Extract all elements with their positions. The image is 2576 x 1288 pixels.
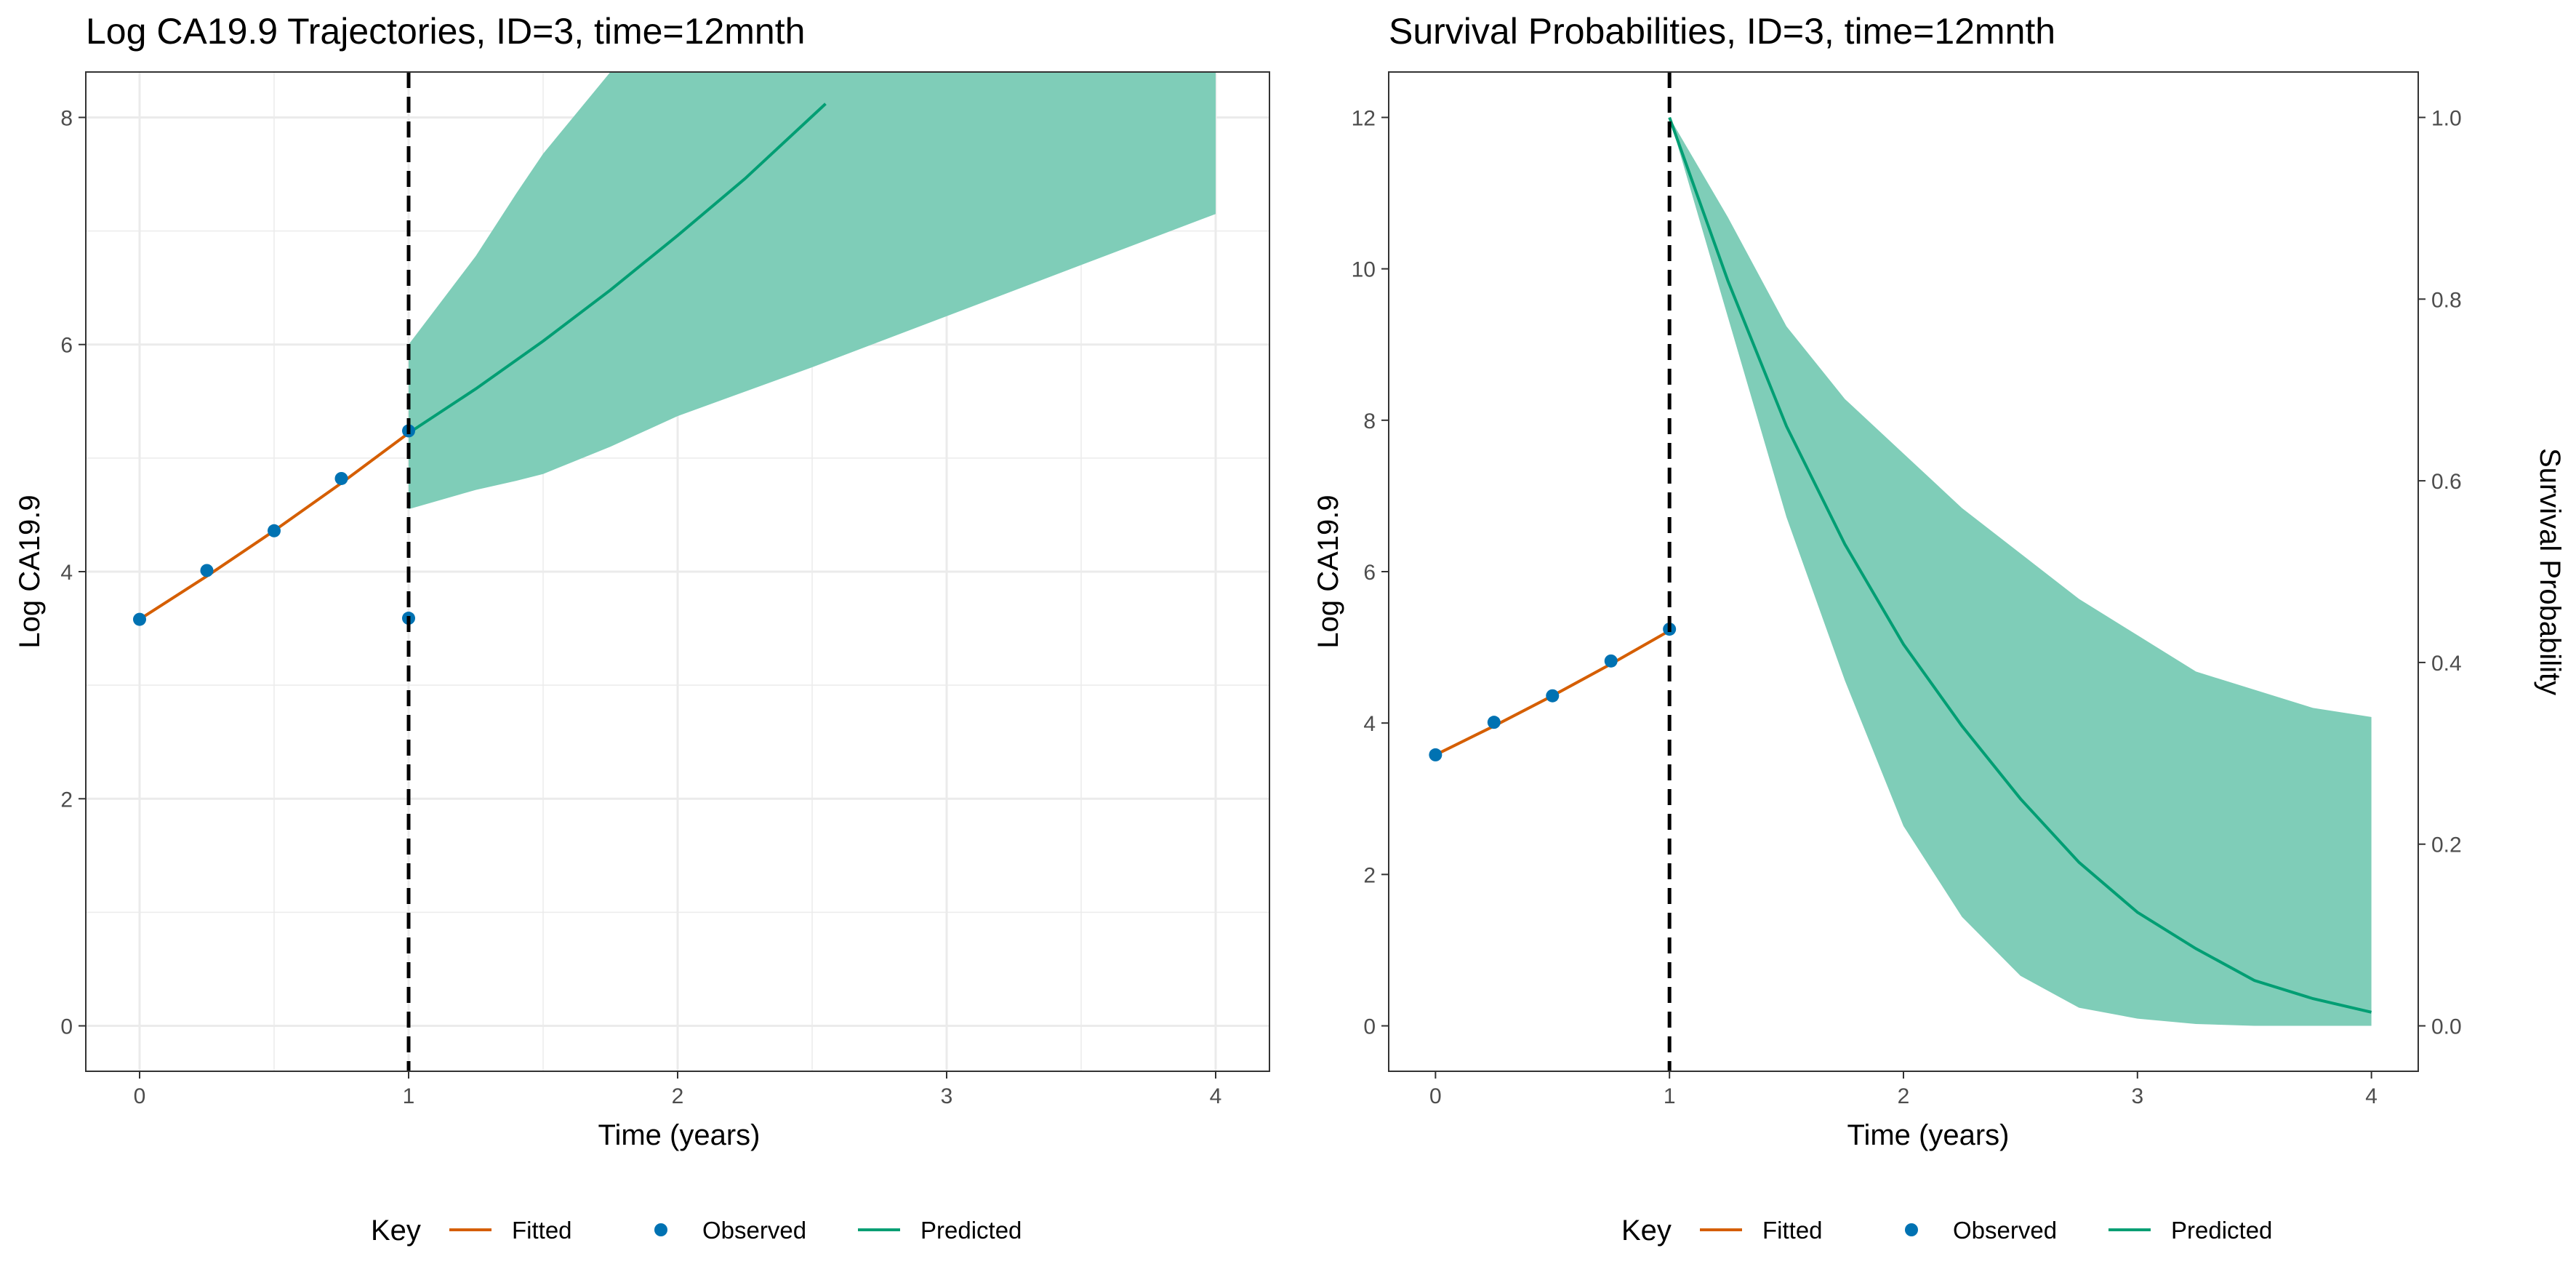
panel2-y-tick-label: 2 — [1363, 863, 1376, 887]
legend-panel2: Key Fitted Observed Predicted — [1621, 1215, 2272, 1247]
panel1-x-tick-label: 1 — [403, 1084, 415, 1108]
panel2-observed-point — [1604, 654, 1618, 668]
panel1-y-tick-label: 4 — [60, 561, 73, 585]
panel1-x-tick-label: 4 — [1210, 1084, 1222, 1108]
panel2-y-tick-label: 0 — [1363, 1015, 1376, 1039]
panel1-observed-point — [133, 612, 146, 626]
panel2-x-axis-title: Time (years) — [1847, 1119, 2010, 1151]
panel2-y-tick-label: 6 — [1363, 561, 1376, 585]
panel2-x-tick-label: 2 — [1898, 1084, 1910, 1108]
panel2-y-tick-label: 12 — [1352, 106, 1376, 130]
legend-observed-label: Observed — [702, 1217, 806, 1244]
panel2-x-tick-label: 4 — [2365, 1084, 2378, 1108]
legend-title: Key — [371, 1215, 421, 1247]
panel2-y-tick-label: 8 — [1363, 409, 1376, 433]
panel1-predicted-ribbon — [409, 72, 1216, 510]
legend-fitted-label: Fitted — [512, 1217, 572, 1244]
panel1-y-tick-label: 8 — [60, 106, 73, 130]
panel1-predicted-line — [407, 103, 827, 435]
panel1-observed-point — [200, 564, 214, 577]
panel2-title: Survival Probabilities, ID=3, time=12mnt… — [1389, 11, 2055, 52]
panel-survival: Survival Probabilities, ID=3, time=12mnt… — [1312, 11, 2566, 1151]
panel2-y2-tick-label: 0.4 — [2431, 652, 2462, 676]
legend-panel1: Key Fitted Observed Predicted — [371, 1215, 1022, 1247]
panel2-observed-point — [1546, 689, 1560, 703]
panel2-y2-tick-label: 0.8 — [2431, 288, 2462, 312]
panel2-survival-ribbon — [1669, 117, 2372, 1026]
panel2-x-tick-label: 1 — [1664, 1084, 1676, 1108]
panel1-y-tick-label: 0 — [60, 1015, 73, 1039]
panel2-y2-tick-label: 0.2 — [2431, 833, 2462, 857]
panel1-observed-point — [334, 471, 348, 485]
panel2-observed-point — [1487, 716, 1501, 729]
panel1-observed-point — [268, 524, 281, 537]
legend-observed-swatch — [1905, 1223, 1918, 1236]
panel1-title: Log CA19.9 Trajectories, ID=3, time=12mn… — [86, 11, 805, 52]
legend-observed-label: Observed — [1953, 1217, 2057, 1244]
panel2-y2-tick-label: 1.0 — [2431, 106, 2462, 130]
panel1-y-tick-label: 2 — [60, 788, 73, 812]
panel2-y2-tick-label: 0.6 — [2431, 470, 2462, 494]
panel1-x-tick-label: 3 — [941, 1084, 953, 1108]
legend-predicted-label: Predicted — [2171, 1217, 2272, 1244]
legend-observed-swatch — [654, 1223, 667, 1236]
panel1-y-axis-title: Log CA19.9 — [14, 495, 46, 648]
legend-predicted-label: Predicted — [920, 1217, 1022, 1244]
panel1-y-tick-label: 6 — [60, 334, 73, 358]
panel2-y-axis-title: Log CA19.9 — [1312, 495, 1344, 648]
panel1-x-axis-title: Time (years) — [598, 1119, 761, 1151]
legend-title: Key — [1621, 1215, 1672, 1247]
panel2-y-tick-label: 10 — [1352, 258, 1376, 282]
panel1-x-tick-label: 2 — [672, 1084, 684, 1108]
panel1-x-tick-label: 0 — [134, 1084, 146, 1108]
legend-fitted-label: Fitted — [1762, 1217, 1823, 1244]
panel2-x-tick-label: 0 — [1429, 1084, 1442, 1108]
panel2-survival-line — [1668, 116, 2372, 1014]
panel2-x-tick-label: 3 — [2131, 1084, 2143, 1108]
panel2-y2-tick-label: 0.0 — [2431, 1015, 2462, 1039]
panel2-y2-axis-title: Survival Probability — [2534, 448, 2566, 695]
panel2-y-tick-label: 4 — [1363, 712, 1376, 736]
panel-trajectories: Log CA19.9 Trajectories, ID=3, time=12mn… — [14, 11, 1270, 1151]
panel2-observed-point — [1429, 748, 1443, 761]
